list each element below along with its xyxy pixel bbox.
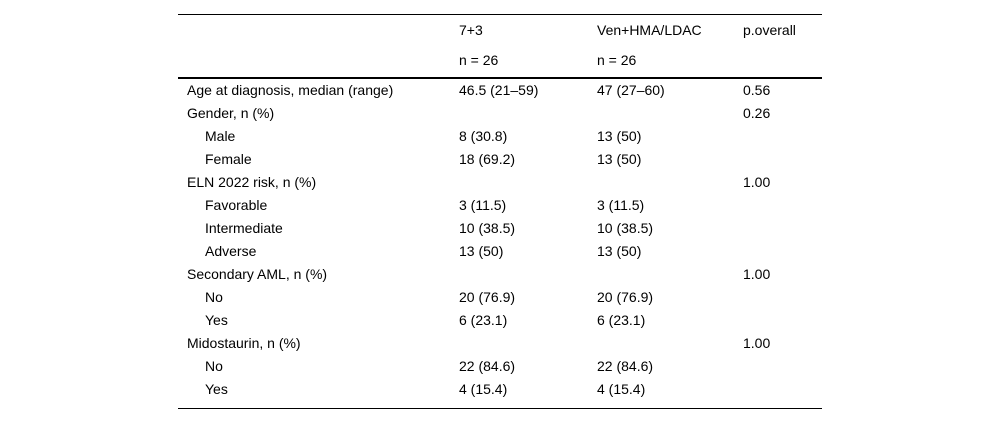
row-label: Male	[205, 128, 236, 144]
row-label: No	[205, 358, 223, 374]
value-ven: 13 (50)	[597, 243, 642, 259]
header-n-ven-hma-ldac: n = 26	[597, 52, 637, 69]
value-7plus3: 3 (11.5)	[459, 197, 507, 213]
table-row-secondary-aml: Secondary AML, n (%) 1.00	[178, 263, 822, 286]
table-row-eln-risk: ELN 2022 risk, n (%) 1.00	[178, 171, 822, 194]
value-7plus3: 8 (30.8)	[459, 128, 508, 144]
header-p-overall: p.overall	[743, 21, 796, 38]
value-7plus3: 46.5 (21–59)	[459, 82, 539, 98]
row-label: Age at diagnosis, median (range)	[187, 82, 394, 98]
row-label: Midostaurin, n (%)	[187, 335, 301, 351]
table-row-secondary-yes: Yes 6 (23.1) 6 (23.1)	[178, 309, 822, 332]
row-label: Gender, n (%)	[187, 105, 275, 121]
value-7plus3: 4 (15.4)	[459, 381, 508, 397]
p-value: 0.56	[743, 82, 771, 98]
table-row-midostaurin: Midostaurin, n (%) 1.00	[178, 332, 822, 355]
row-label: Female	[205, 151, 252, 167]
value-7plus3: 13 (50)	[459, 243, 504, 259]
row-label: No	[205, 289, 223, 305]
value-ven: 47 (27–60)	[597, 82, 665, 98]
table-row-favorable: Favorable 3 (11.5) 3 (11.5)	[178, 194, 822, 217]
table-row-secondary-no: No 20 (76.9) 20 (76.9)	[178, 286, 822, 309]
value-ven: 4 (15.4)	[597, 381, 646, 397]
value-ven: 20 (76.9)	[597, 289, 654, 305]
value-7plus3: 10 (38.5)	[459, 220, 516, 236]
p-value: 1.00	[743, 335, 771, 351]
table-header: 7+3 Ven+HMA/LDAC p.overall n = 26 n = 26	[178, 15, 822, 79]
value-7plus3: 18 (69.2)	[459, 151, 516, 167]
header-n-7plus3: n = 26	[459, 52, 499, 69]
p-value: 1.00	[743, 174, 771, 190]
table-row-adverse: Adverse 13 (50) 13 (50)	[178, 240, 822, 263]
value-ven: 22 (84.6)	[597, 358, 654, 374]
value-7plus3: 22 (84.6)	[459, 358, 516, 374]
header-group-ven-hma-ldac: Ven+HMA/LDAC	[597, 21, 702, 38]
p-value: 1.00	[743, 266, 771, 282]
table-body: Age at diagnosis, median (range) 46.5 (2…	[178, 79, 822, 408]
table-row-male: Male 8 (30.8) 13 (50)	[178, 125, 822, 148]
baseline-characteristics-table: 7+3 Ven+HMA/LDAC p.overall n = 26 n = 26…	[178, 14, 822, 409]
value-ven: 10 (38.5)	[597, 220, 654, 236]
row-label: Favorable	[205, 197, 268, 213]
table-row-midostaurin-no: No 22 (84.6) 22 (84.6)	[178, 355, 822, 378]
header-group-7plus3: 7+3	[459, 21, 483, 38]
value-ven: 6 (23.1)	[597, 312, 646, 328]
p-value: 0.26	[743, 105, 771, 121]
row-label: Adverse	[205, 243, 257, 259]
row-label: Secondary AML, n (%)	[187, 266, 328, 282]
value-7plus3: 20 (76.9)	[459, 289, 516, 305]
row-label: Yes	[205, 381, 228, 397]
value-ven: 3 (11.5)	[597, 197, 645, 213]
table-row-gender: Gender, n (%) 0.26	[178, 102, 822, 125]
table-row-female: Female 18 (69.2) 13 (50)	[178, 148, 822, 171]
table-row-midostaurin-yes: Yes 4 (15.4) 4 (15.4)	[178, 378, 822, 401]
row-label: Intermediate	[205, 220, 283, 236]
value-ven: 13 (50)	[597, 151, 642, 167]
table-row-age: Age at diagnosis, median (range) 46.5 (2…	[178, 79, 822, 102]
row-label: Yes	[205, 312, 228, 328]
value-ven: 13 (50)	[597, 128, 642, 144]
value-7plus3: 6 (23.1)	[459, 312, 508, 328]
table-row-intermediate: Intermediate 10 (38.5) 10 (38.5)	[178, 217, 822, 240]
row-label: ELN 2022 risk, n (%)	[187, 174, 317, 190]
